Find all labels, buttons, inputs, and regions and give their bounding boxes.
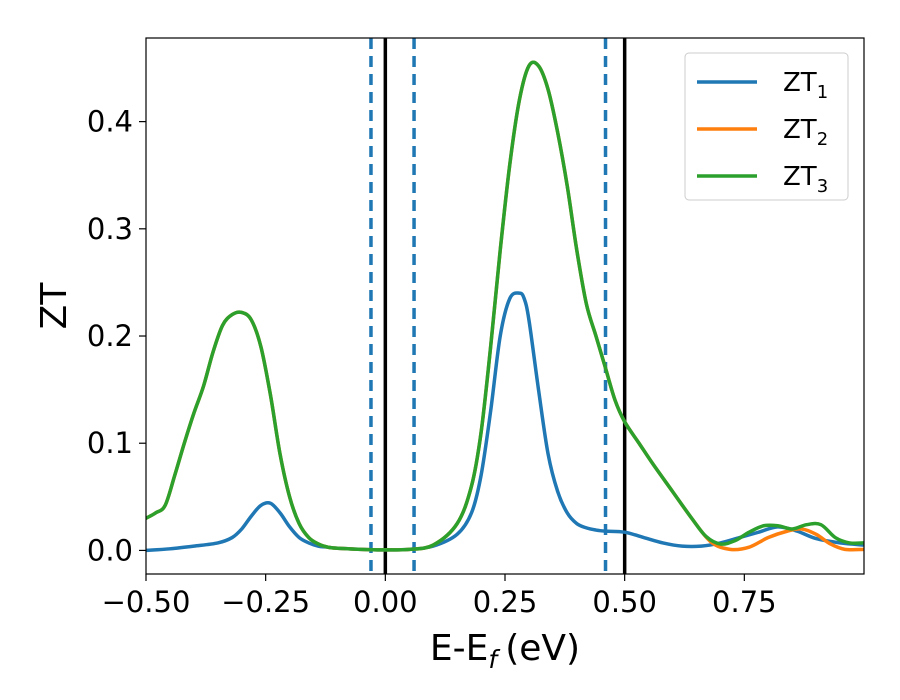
- legend-label-zt2: ZT2: [783, 115, 828, 150]
- series-line-zt3: [146, 60, 864, 552]
- x-tick-label: −0.25: [221, 585, 310, 619]
- x-tick-label: 0.50: [592, 585, 657, 619]
- reference-lines: [369, 38, 627, 574]
- y-axis-ticks: 0.0 0.1 0.2 0.3 0.4: [87, 105, 146, 567]
- y-tick-label: 0.2: [87, 319, 133, 353]
- y-tick-label: 0.1: [87, 426, 133, 460]
- legend-frame: [684, 52, 849, 201]
- y-tick-label: 0.4: [87, 105, 133, 139]
- x-tick-label: 0.75: [712, 585, 777, 619]
- legend: ZT1 ZT2 ZT3: [684, 52, 849, 201]
- legend-label-zt3: ZT3: [783, 162, 828, 197]
- x-axis-title: E-Ef (eV): [430, 628, 580, 674]
- y-axis-title: ZT: [34, 282, 75, 330]
- x-tick-label: 0.00: [353, 585, 418, 619]
- legend-label-zt1: ZT1: [783, 68, 828, 103]
- y-tick-label: 0.0: [87, 533, 133, 567]
- y-tick-label: 0.3: [87, 212, 133, 246]
- series-lines: [146, 60, 864, 553]
- x-axis-ticks: −0.50 −0.25 0.00 0.25 0.50 0.75: [102, 574, 777, 619]
- x-tick-label: −0.50: [102, 585, 191, 619]
- x-tick-label: 0.25: [473, 585, 538, 619]
- series-line-zt1: [146, 291, 864, 553]
